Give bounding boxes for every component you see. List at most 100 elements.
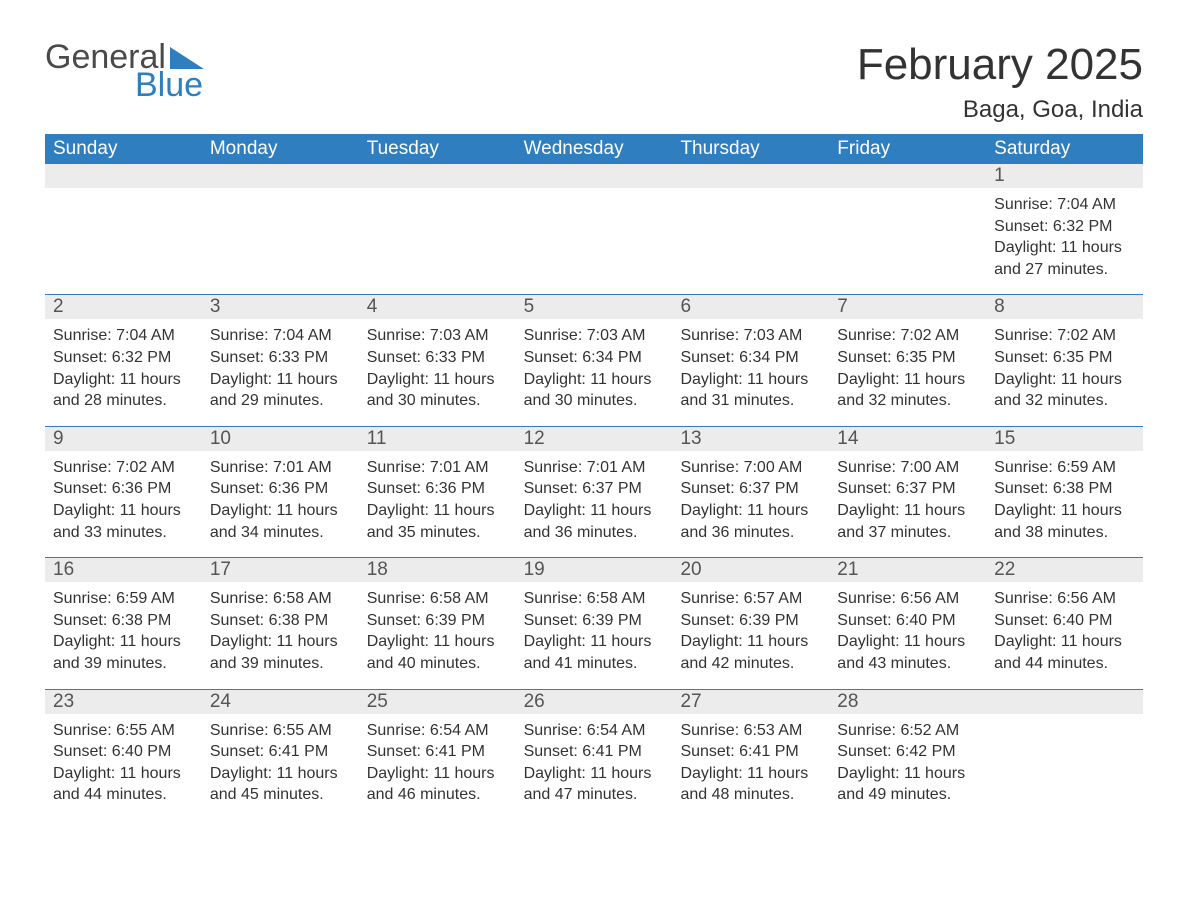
sunrise-text: Sunrise: 7:01 AM (210, 457, 351, 479)
daylight-text-2: and 38 minutes. (994, 522, 1135, 544)
calendar-cell: 3Sunrise: 7:04 AMSunset: 6:33 PMDaylight… (202, 295, 359, 425)
day-details: Sunrise: 7:04 AMSunset: 6:32 PMDaylight:… (986, 188, 1143, 280)
sunrise-text: Sunrise: 7:04 AM (994, 194, 1135, 216)
sunrise-text: Sunrise: 7:02 AM (837, 325, 978, 347)
logo-top-row: General (45, 40, 204, 74)
daylight-text-1: Daylight: 11 hours (367, 763, 508, 785)
daylight-text-2: and 39 minutes. (210, 653, 351, 675)
calendar-cell: 17Sunrise: 6:58 AMSunset: 6:38 PMDayligh… (202, 558, 359, 688)
daylight-text-1: Daylight: 11 hours (210, 369, 351, 391)
day-details: Sunrise: 7:03 AMSunset: 6:34 PMDaylight:… (516, 319, 673, 411)
day-number-row: 18 (359, 558, 516, 582)
daylight-text-2: and 32 minutes. (837, 390, 978, 412)
day-number-row (986, 690, 1143, 714)
sunset-text: Sunset: 6:40 PM (53, 741, 194, 763)
daylight-text-1: Daylight: 11 hours (837, 763, 978, 785)
logo-flag-icon (170, 47, 204, 69)
calendar-week: 2Sunrise: 7:04 AMSunset: 6:32 PMDaylight… (45, 294, 1143, 425)
day-number: 5 (516, 295, 673, 319)
sunrise-text: Sunrise: 6:55 AM (53, 720, 194, 742)
sunrise-text: Sunrise: 6:59 AM (994, 457, 1135, 479)
sunrise-text: Sunrise: 7:00 AM (680, 457, 821, 479)
daylight-text-2: and 30 minutes. (367, 390, 508, 412)
sunrise-text: Sunrise: 6:54 AM (524, 720, 665, 742)
day-details: Sunrise: 6:53 AMSunset: 6:41 PMDaylight:… (672, 714, 829, 806)
sunset-text: Sunset: 6:33 PM (367, 347, 508, 369)
day-number: 13 (672, 427, 829, 451)
calendar-cell: 6Sunrise: 7:03 AMSunset: 6:34 PMDaylight… (672, 295, 829, 425)
sunset-text: Sunset: 6:41 PM (367, 741, 508, 763)
sunset-text: Sunset: 6:42 PM (837, 741, 978, 763)
weeks-container: 1Sunrise: 7:04 AMSunset: 6:32 PMDaylight… (45, 164, 1143, 820)
day-number: 1 (986, 164, 1143, 188)
day-number: 28 (829, 690, 986, 714)
daylight-text-1: Daylight: 11 hours (680, 631, 821, 653)
calendar-cell: 21Sunrise: 6:56 AMSunset: 6:40 PMDayligh… (829, 558, 986, 688)
day-number-row (202, 164, 359, 188)
day-number-row: 15 (986, 427, 1143, 451)
daylight-text-2: and 36 minutes. (680, 522, 821, 544)
day-number-row: 22 (986, 558, 1143, 582)
daylight-text-1: Daylight: 11 hours (994, 237, 1135, 259)
sunset-text: Sunset: 6:38 PM (994, 478, 1135, 500)
sunset-text: Sunset: 6:39 PM (367, 610, 508, 632)
calendar-cell: 24Sunrise: 6:55 AMSunset: 6:41 PMDayligh… (202, 690, 359, 820)
day-details: Sunrise: 6:59 AMSunset: 6:38 PMDaylight:… (986, 451, 1143, 543)
daylight-text-1: Daylight: 11 hours (524, 631, 665, 653)
daylight-text-2: and 45 minutes. (210, 784, 351, 806)
sunrise-text: Sunrise: 6:59 AM (53, 588, 194, 610)
day-details: Sunrise: 7:04 AMSunset: 6:33 PMDaylight:… (202, 319, 359, 411)
calendar-cell: 4Sunrise: 7:03 AMSunset: 6:33 PMDaylight… (359, 295, 516, 425)
daylight-text-1: Daylight: 11 hours (994, 369, 1135, 391)
day-details: Sunrise: 7:03 AMSunset: 6:34 PMDaylight:… (672, 319, 829, 411)
sunrise-text: Sunrise: 7:00 AM (837, 457, 978, 479)
calendar-cell: 2Sunrise: 7:04 AMSunset: 6:32 PMDaylight… (45, 295, 202, 425)
calendar-week: 23 Sunrise: 6:55 AMSunset: 6:40 PM Dayligh… (45, 689, 1143, 820)
day-number-row (45, 164, 202, 188)
day-number-row: 28 (829, 690, 986, 714)
daylight-text-2: and 31 minutes. (680, 390, 821, 412)
sunrise-text: Sunrise: 7:03 AM (367, 325, 508, 347)
calendar-cell: 28Sunrise: 6:52 AMSunset: 6:42 PMDayligh… (829, 690, 986, 820)
sunset-text: Sunset: 6:34 PM (524, 347, 665, 369)
sunset-text: Sunset: 6:38 PM (210, 610, 351, 632)
daylight-text-2: and 46 minutes. (367, 784, 508, 806)
day-details: Sunrise: 6:58 AMSunset: 6:39 PMDaylight:… (359, 582, 516, 674)
day-number: 15 (986, 427, 1143, 451)
day-details: Sunrise: 7:02 AMSunset: 6:35 PMDaylight:… (986, 319, 1143, 411)
sunrise-text: Sunrise: 6:58 AM (524, 588, 665, 610)
calendar-cell: 1Sunrise: 7:04 AMSunset: 6:32 PMDaylight… (986, 164, 1143, 294)
daylight-text-2: and 42 minutes. (680, 653, 821, 675)
day-number: 26 (516, 690, 673, 714)
calendar-cell (359, 164, 516, 294)
day-number: 22 (986, 558, 1143, 582)
sunrise-text: Sunrise: 7:04 AM (53, 325, 194, 347)
calendar-cell: 25Sunrise: 6:54 AMSunset: 6:41 PMDayligh… (359, 690, 516, 820)
day-details: Sunrise: 6:55 AMSunset: 6:41 PMDaylight:… (202, 714, 359, 806)
daylight-text-1: Daylight: 11 hours (680, 500, 821, 522)
sunset-text: Sunset: 6:41 PM (210, 741, 351, 763)
logo-word-2: Blue (135, 68, 204, 102)
sunset-text: Sunset: 6:39 PM (524, 610, 665, 632)
daylight-text-2: and 48 minutes. (680, 784, 821, 806)
day-number: 18 (359, 558, 516, 582)
daylight-text-2: and 32 minutes. (994, 390, 1135, 412)
day-header: Monday (202, 134, 359, 164)
day-number: 12 (516, 427, 673, 451)
logo: General Blue (45, 40, 204, 102)
day-number: 23 (45, 690, 202, 714)
sunset-text: Sunset: 6:40 PM (994, 610, 1135, 632)
daylight-text-2: and 29 minutes. (210, 390, 351, 412)
day-header: Thursday (672, 134, 829, 164)
sunset-text: Sunset: 6:39 PM (680, 610, 821, 632)
sunrise-text: Sunrise: 6:53 AM (680, 720, 821, 742)
calendar-cell: 27Sunrise: 6:53 AMSunset: 6:41 PMDayligh… (672, 690, 829, 820)
calendar-cell (202, 164, 359, 294)
day-number: 7 (829, 295, 986, 319)
daylight-text-2: and 36 minutes. (524, 522, 665, 544)
daylight-text-1: Daylight: 11 hours (524, 763, 665, 785)
day-number-row: 27 (672, 690, 829, 714)
daylight-text-1: Daylight: 11 hours (53, 500, 194, 522)
day-number: 4 (359, 295, 516, 319)
daylight-text-1: Daylight: 11 hours (524, 369, 665, 391)
